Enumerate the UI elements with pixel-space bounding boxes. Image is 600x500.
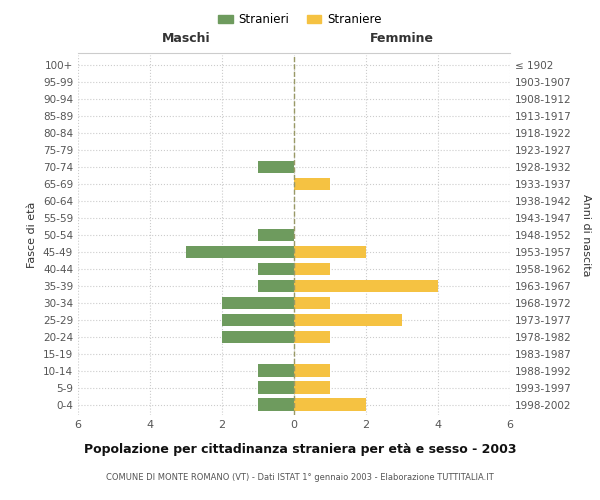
Y-axis label: Anni di nascita: Anni di nascita	[581, 194, 591, 276]
Bar	[294, 330, 330, 344]
Y-axis label: Fasce di età: Fasce di età	[28, 202, 37, 268]
Bar	[222, 296, 294, 310]
Bar	[294, 178, 330, 190]
Text: Maschi: Maschi	[161, 32, 211, 45]
Bar	[294, 314, 402, 326]
Bar	[258, 228, 294, 241]
Bar	[294, 296, 330, 310]
Text: Popolazione per cittadinanza straniera per età e sesso - 2003: Popolazione per cittadinanza straniera p…	[84, 442, 516, 456]
Bar	[294, 262, 330, 276]
Text: Femmine: Femmine	[370, 32, 434, 45]
Bar	[258, 280, 294, 292]
Text: COMUNE DI MONTE ROMANO (VT) - Dati ISTAT 1° gennaio 2003 - Elaborazione TUTTITAL: COMUNE DI MONTE ROMANO (VT) - Dati ISTAT…	[106, 472, 494, 482]
Bar	[258, 364, 294, 377]
Bar	[258, 160, 294, 173]
Bar	[294, 280, 438, 292]
Bar	[294, 364, 330, 377]
Bar	[258, 382, 294, 394]
Bar	[186, 246, 294, 258]
Legend: Stranieri, Straniere: Stranieri, Straniere	[214, 8, 386, 31]
Bar	[294, 382, 330, 394]
Bar	[222, 330, 294, 344]
Bar	[258, 262, 294, 276]
Bar	[294, 246, 366, 258]
Bar	[258, 398, 294, 411]
Bar	[294, 398, 366, 411]
Bar	[222, 314, 294, 326]
